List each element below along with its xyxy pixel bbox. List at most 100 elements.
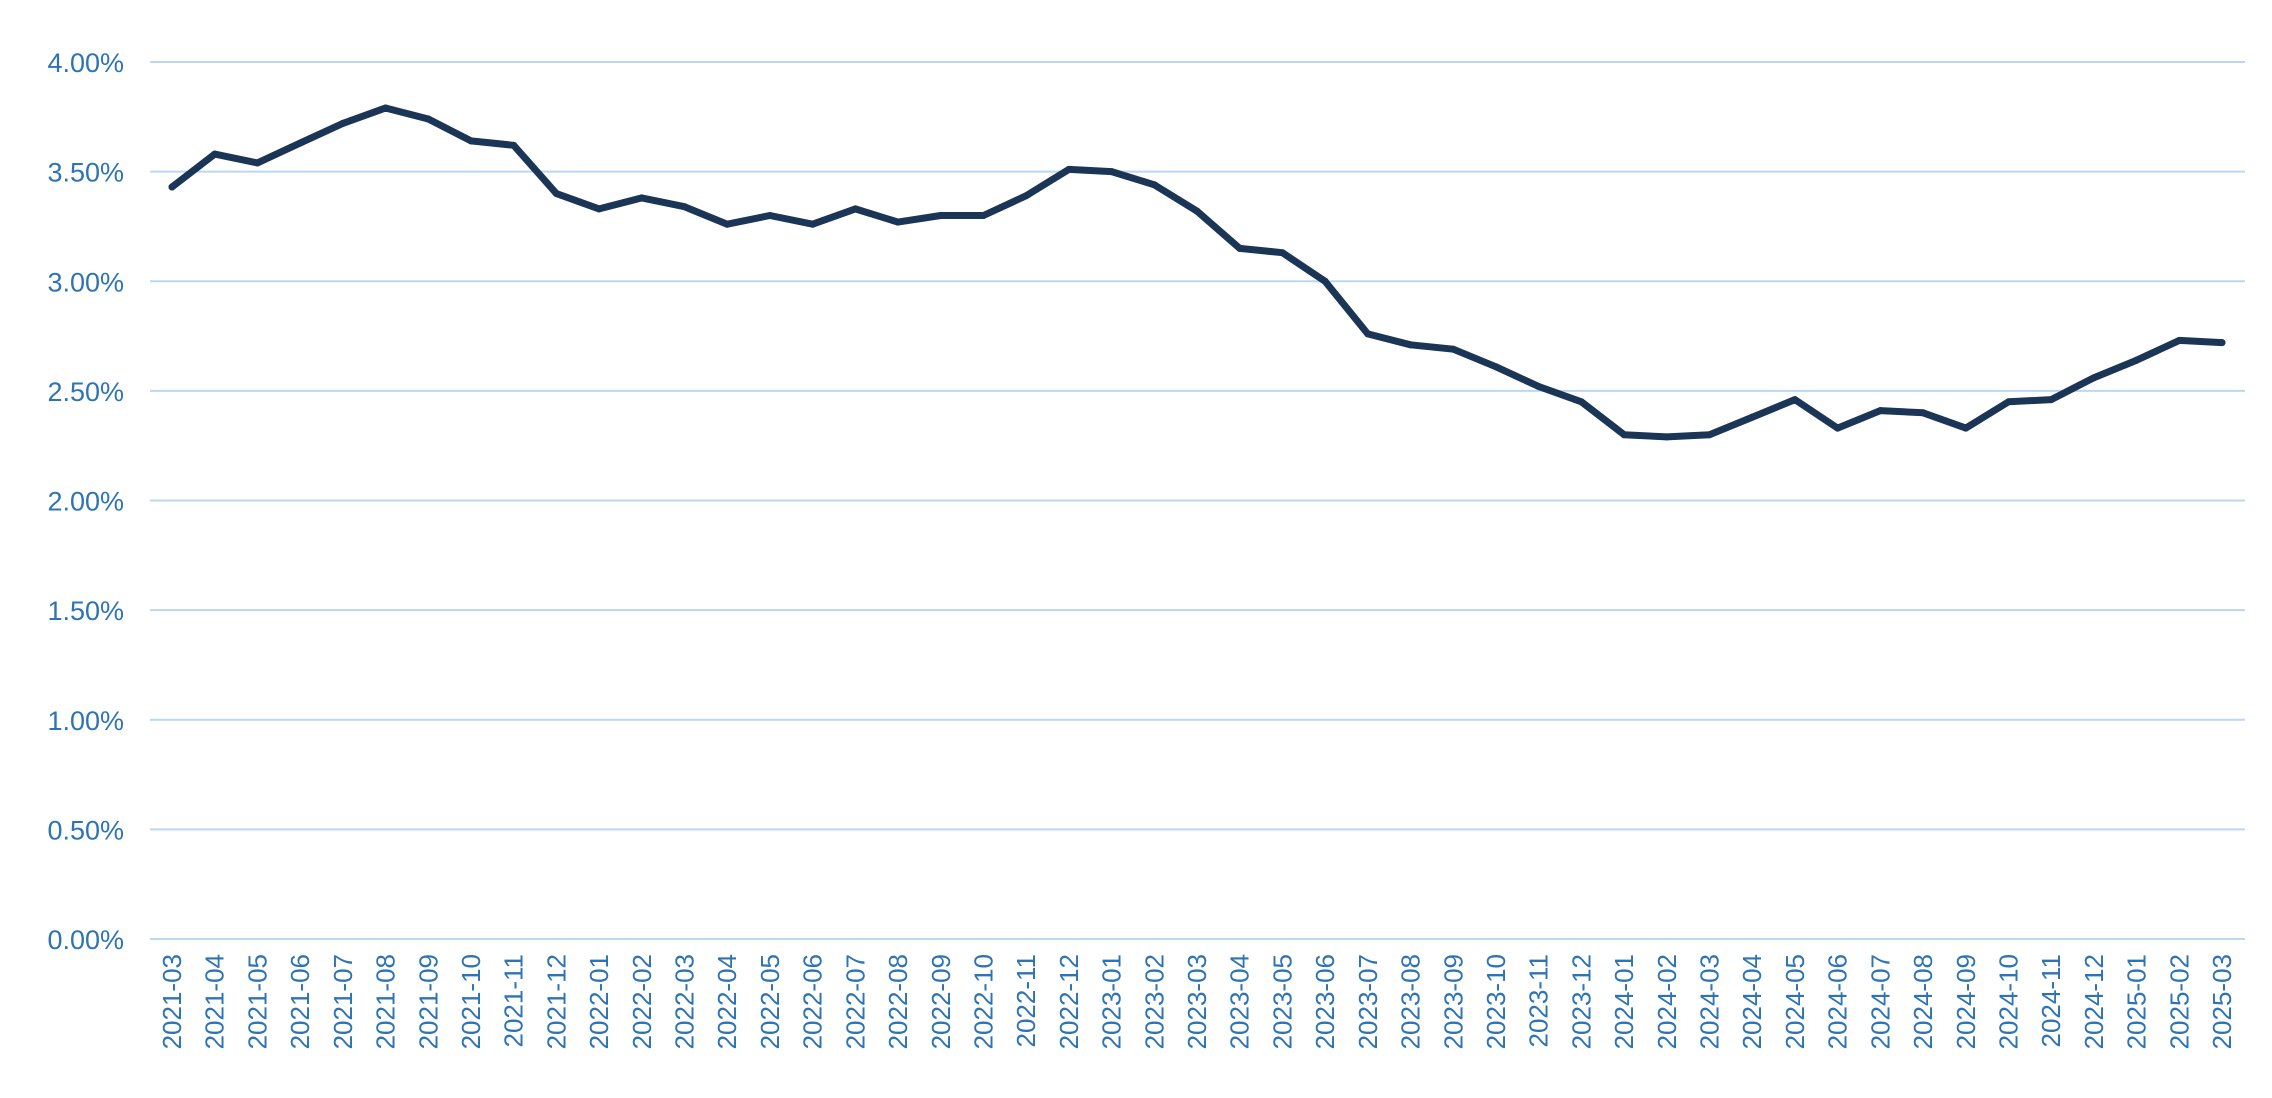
x-tick-label: 2023-03 [1182, 954, 1212, 1049]
data-point [1748, 413, 1756, 421]
x-tick-label: 2023-01 [1097, 954, 1127, 1049]
data-point [766, 211, 774, 219]
data-point [2133, 356, 2141, 364]
data-point [1278, 249, 1286, 257]
x-tick-label: 2023-09 [1438, 954, 1468, 1049]
x-tick-label: 2023-12 [1566, 954, 1596, 1049]
x-tick-label: 2022-10 [968, 954, 998, 1049]
x-tick-label: 2024-05 [1780, 954, 1810, 1049]
data-point [937, 211, 945, 219]
y-tick-label: 1.50% [47, 596, 124, 626]
data-point [424, 115, 432, 123]
x-tick-label: 2022-07 [840, 954, 870, 1049]
x-tick-label: 2022-06 [798, 954, 828, 1049]
x-tick-label: 2022-05 [755, 954, 785, 1049]
data-point [1193, 207, 1201, 215]
x-tick-label: 2023-05 [1267, 954, 1297, 1049]
x-tick-label: 2024-06 [1823, 954, 1853, 1049]
x-tick-label: 2021-03 [157, 954, 187, 1049]
data-point [1449, 345, 1457, 353]
data-point [979, 211, 987, 219]
data-point [510, 141, 518, 149]
x-tick-label: 2023-11 [1524, 954, 1554, 1048]
data-point [296, 139, 304, 147]
x-tick-label: 2024-02 [1652, 954, 1682, 1049]
data-point [1620, 431, 1628, 439]
x-tick-label: 2025-03 [2207, 954, 2237, 1049]
x-tick-label: 2023-04 [1225, 954, 1255, 1049]
y-tick-label: 0.00% [47, 925, 124, 955]
data-point [2175, 336, 2183, 344]
data-point [1065, 165, 1073, 173]
x-tick-label: 2024-07 [1865, 954, 1895, 1049]
x-tick-label: 2023-06 [1310, 954, 1340, 1049]
data-point [851, 205, 859, 213]
data-point [467, 137, 475, 145]
data-point [211, 150, 219, 158]
x-tick-label: 2021-11 [499, 954, 529, 1048]
x-tick-label: 2022-08 [883, 954, 913, 1049]
data-point [1022, 192, 1030, 200]
data-point [2047, 396, 2055, 404]
x-tick-label: 2023-02 [1139, 954, 1169, 1049]
x-tick-label: 2021-04 [200, 954, 230, 1049]
x-tick-label: 2022-09 [926, 954, 956, 1049]
data-point [595, 205, 603, 213]
data-point [1364, 330, 1372, 338]
y-tick-label: 4.00% [47, 48, 124, 78]
x-tick-label: 2021-08 [371, 954, 401, 1049]
data-point [2090, 374, 2098, 382]
x-tick-label: 2022-02 [627, 954, 657, 1049]
x-tick-label: 2023-07 [1353, 954, 1383, 1049]
x-tick-label: 2022-03 [670, 954, 700, 1049]
y-tick-label: 0.50% [47, 815, 124, 845]
x-tick-label: 2021-09 [413, 954, 443, 1049]
y-tick-label: 3.00% [47, 267, 124, 297]
data-point [1834, 424, 1842, 432]
data-point [2004, 398, 2012, 406]
series-line [168, 104, 2226, 441]
x-tick-label: 2024-12 [2079, 954, 2109, 1049]
data-point [1535, 382, 1543, 390]
data-point [1492, 363, 1500, 371]
data-point [168, 183, 176, 191]
data-point [1321, 277, 1329, 285]
x-tick-label: 2024-09 [1951, 954, 1981, 1049]
y-tick-label: 3.50% [47, 158, 124, 188]
x-tick-label: 2022-11 [1011, 954, 1041, 1048]
gridlines [150, 61, 2245, 940]
x-tick-label: 2023-08 [1396, 954, 1426, 1049]
x-tick-label: 2025-01 [2122, 954, 2152, 1049]
data-point [1791, 396, 1799, 404]
x-tick-label: 2024-11 [2036, 954, 2066, 1048]
data-point [339, 119, 347, 127]
data-point [638, 194, 646, 202]
x-tick-label: 2021-07 [328, 954, 358, 1049]
x-axis-tick-labels: 2021-03 2021-04 2021-05 2021-06 2021-07 2021-… [157, 954, 2237, 1049]
data-point [1407, 341, 1415, 349]
series-layer [168, 104, 2226, 441]
x-tick-label: 2022-04 [712, 954, 742, 1049]
x-tick-label: 2024-04 [1737, 954, 1767, 1049]
y-tick-label: 2.50% [47, 377, 124, 407]
data-point [1706, 431, 1713, 439]
x-tick-label: 2025-02 [2164, 954, 2194, 1049]
x-tick-label: 2023-10 [1481, 954, 1511, 1049]
data-point [1876, 407, 1884, 415]
x-tick-label: 2024-10 [1993, 954, 2023, 1049]
x-tick-label: 2021-05 [242, 954, 272, 1049]
data-point [2218, 339, 2226, 347]
x-tick-label: 2022-12 [1054, 954, 1084, 1049]
data-point [1150, 181, 1158, 189]
data-point [253, 159, 261, 167]
data-point [1108, 168, 1116, 176]
x-tick-label: 2021-12 [541, 954, 571, 1049]
data-point [1663, 433, 1671, 441]
data-point [1962, 424, 1970, 432]
x-tick-label: 2024-01 [1609, 954, 1639, 1049]
data-point [681, 203, 688, 211]
data-point [809, 220, 817, 228]
data-point [894, 218, 902, 226]
y-tick-label: 2.00% [47, 487, 124, 517]
data-point [723, 220, 731, 228]
